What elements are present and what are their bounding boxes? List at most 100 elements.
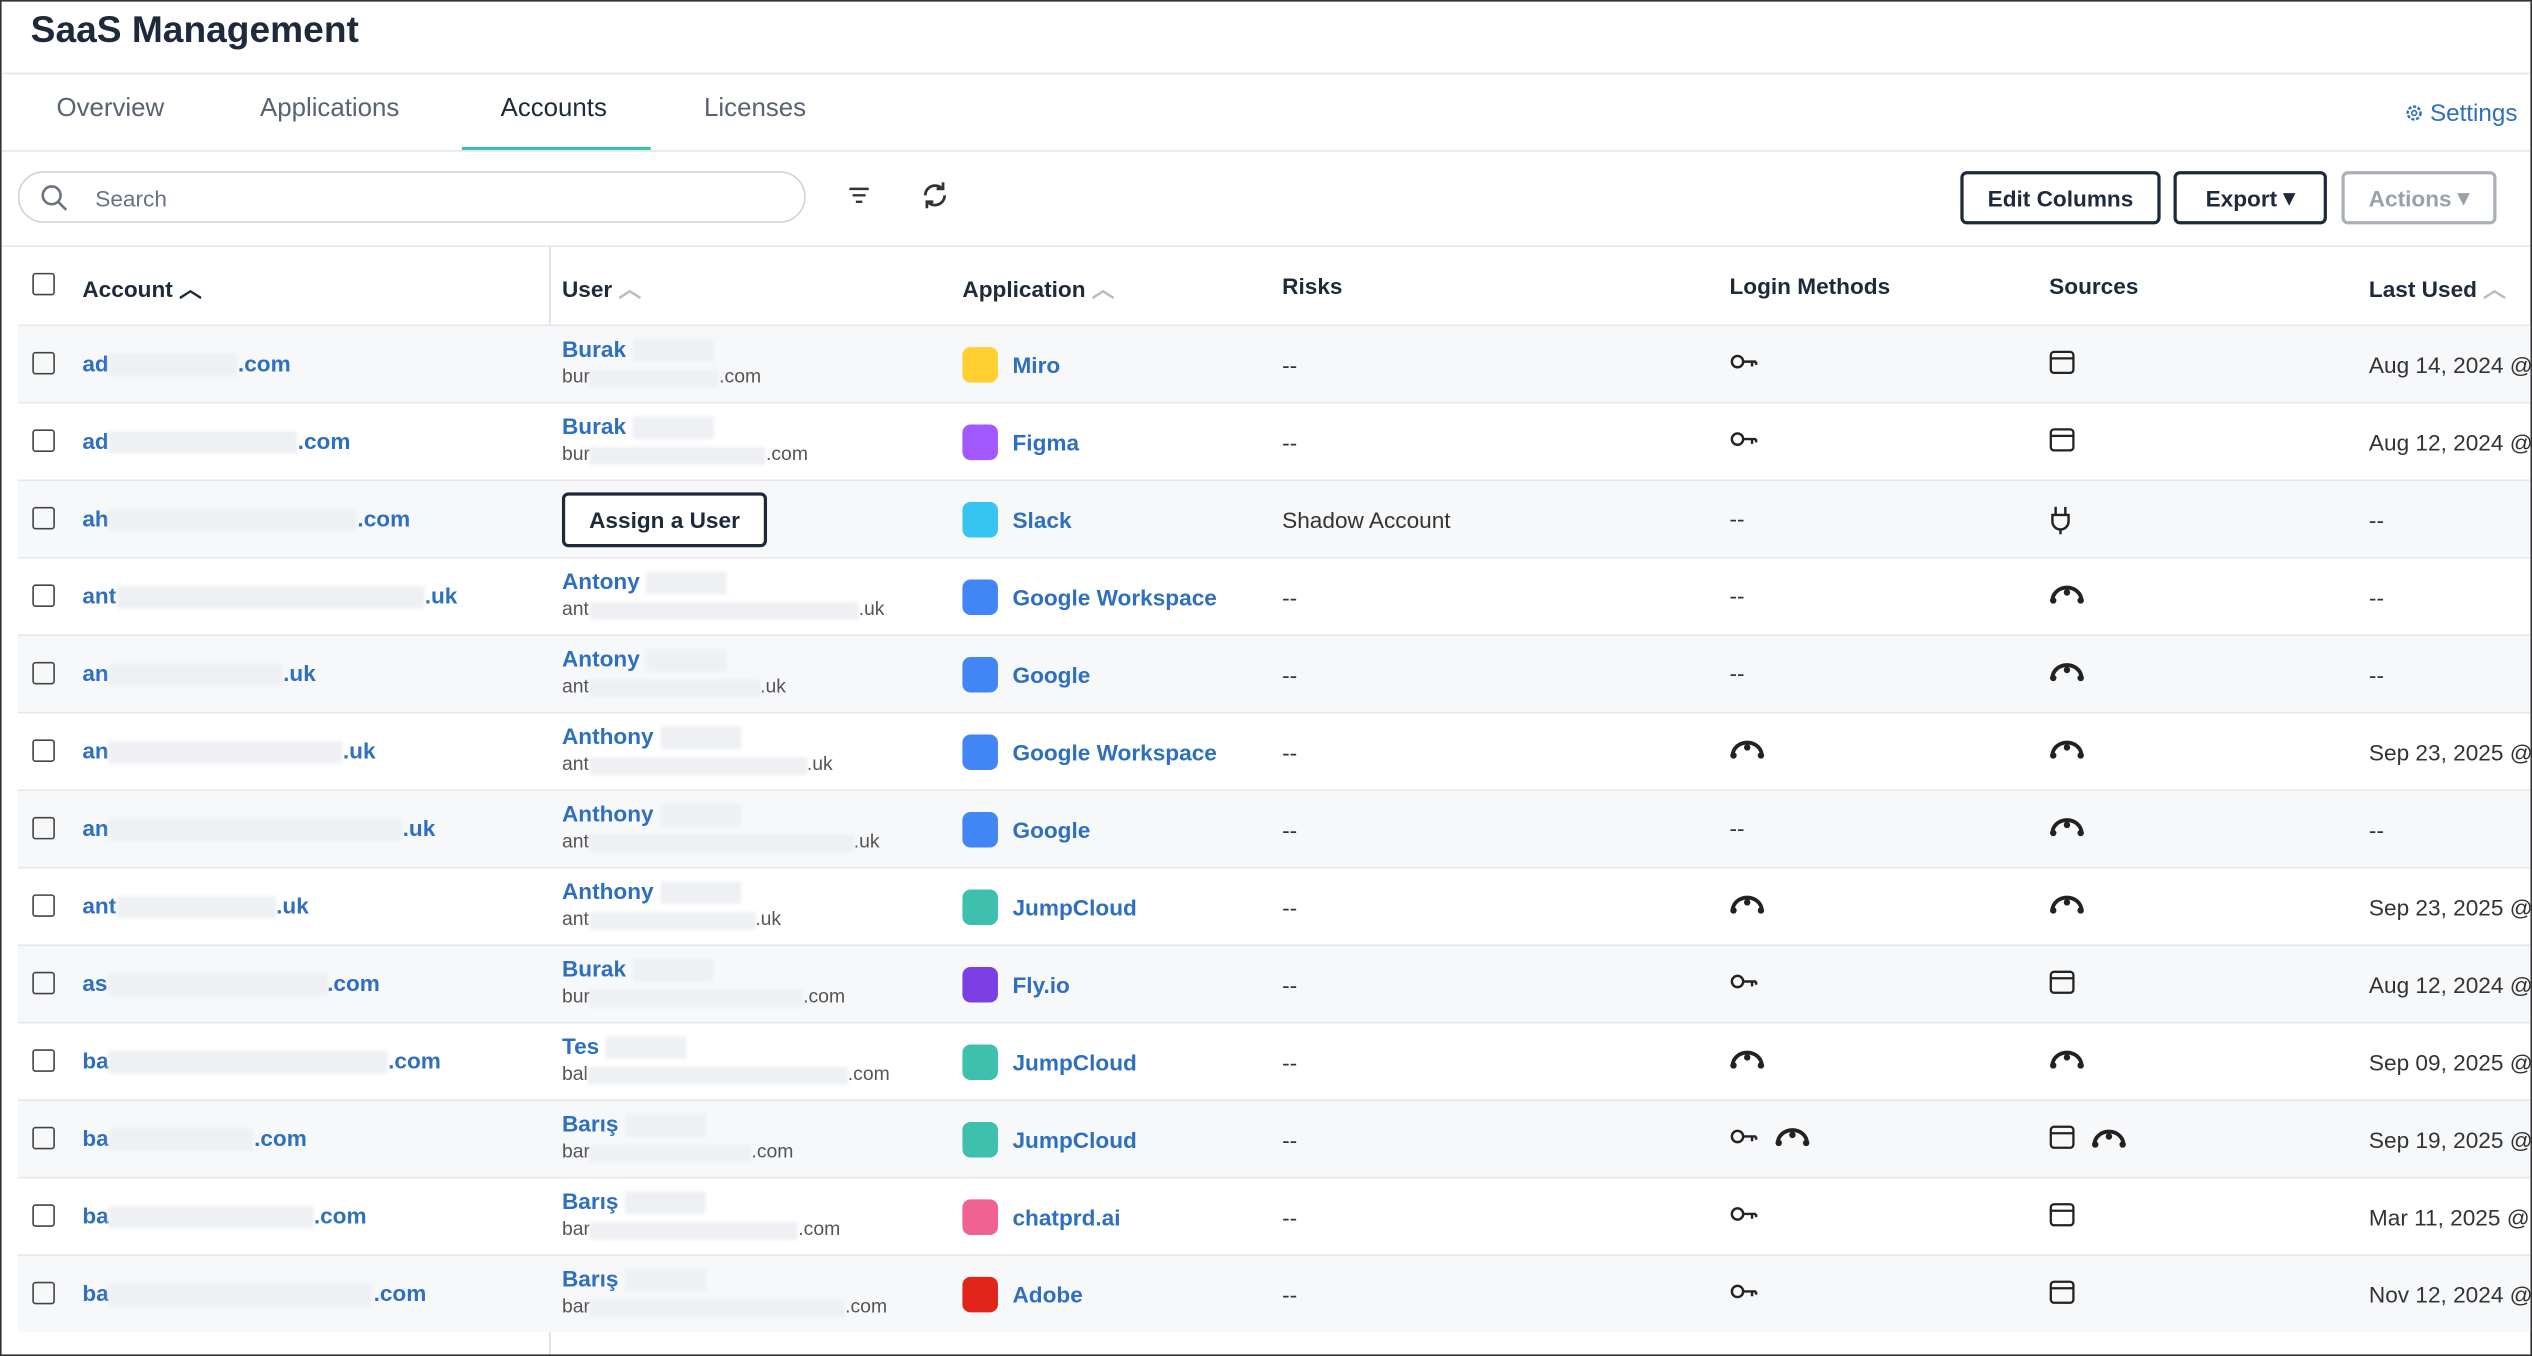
- application-link[interactable]: Fly.io: [1012, 971, 1070, 998]
- application-link[interactable]: Miro: [1012, 351, 1061, 378]
- row-checkbox[interactable]: [32, 1049, 55, 1072]
- account-link[interactable]: ad .com: [82, 350, 291, 377]
- user-email: bur .com: [562, 443, 808, 466]
- app-icon: [962, 347, 998, 383]
- application-link[interactable]: Google: [1012, 816, 1091, 843]
- user-name-text: Antony: [561, 568, 640, 595]
- column-header[interactable]: Application ︿: [962, 276, 1115, 302]
- icon-group: [1729, 970, 1758, 999]
- actions-button[interactable]: Actions ▾: [2341, 171, 2497, 225]
- user-name[interactable]: Burak: [562, 413, 808, 440]
- user-name[interactable]: Anthony: [562, 801, 880, 828]
- column-header[interactable]: User ︿: [561, 276, 642, 302]
- risks: --: [1282, 816, 1298, 843]
- application-link[interactable]: Figma: [1012, 429, 1080, 456]
- row-checkbox[interactable]: [32, 1281, 55, 1305]
- row-checkbox[interactable]: [32, 1204, 55, 1227]
- application-link[interactable]: Google: [1012, 661, 1091, 688]
- account-link[interactable]: ant .uk: [82, 893, 309, 920]
- table-row: ad .com Burak bur .com Figma -- Aug 12, 2024 @: [17, 401, 2532, 480]
- account-link[interactable]: as .com: [82, 970, 380, 997]
- row-checkbox[interactable]: [32, 429, 55, 453]
- row-checkbox[interactable]: [32, 661, 55, 685]
- user-email: ant .uk: [562, 908, 781, 931]
- user-name[interactable]: Burak: [562, 336, 761, 363]
- user-name-text: Tes: [561, 1033, 600, 1059]
- account-suffix: .com: [237, 350, 291, 377]
- application-link[interactable]: Slack: [1012, 506, 1072, 533]
- email-prefix: ant: [561, 752, 589, 776]
- email-prefix: bar: [561, 1295, 590, 1318]
- user-name[interactable]: Burak: [562, 956, 845, 982]
- risks: --: [1282, 1281, 1298, 1308]
- account-prefix: ant: [82, 582, 117, 609]
- table-row: ba .com Tes bal .com JumpCloud -- Sep 09, 2025 …: [17, 1021, 2531, 1100]
- row-checkbox[interactable]: [32, 894, 55, 917]
- application-link[interactable]: JumpCloud: [1012, 1049, 1137, 1076]
- tab-active[interactable]: Accounts: [500, 95, 607, 123]
- row-checkbox[interactable]: [32, 506, 55, 530]
- application-link[interactable]: Adobe: [1012, 1281, 1083, 1308]
- application-link[interactable]: JumpCloud: [1012, 1126, 1137, 1153]
- table-row: an .uk Anthony ant .uk Google -- -- --: [17, 789, 2531, 867]
- account-link[interactable]: ad .com: [82, 428, 350, 455]
- assign-user-button[interactable]: Assign a User: [561, 492, 768, 548]
- row-checkbox[interactable]: [32, 971, 55, 995]
- user-email: ant .uk: [562, 598, 884, 621]
- account-prefix: ba: [82, 1202, 109, 1229]
- account-link[interactable]: ah .com: [82, 505, 410, 532]
- user-name[interactable]: Barış: [562, 1188, 840, 1215]
- row-checkbox[interactable]: [32, 816, 55, 840]
- application-link[interactable]: Google Workspace: [1012, 584, 1217, 611]
- last-used: Sep 23, 2025 @: [2368, 739, 2532, 766]
- row-checkbox[interactable]: [32, 584, 55, 607]
- user-name[interactable]: Antony: [561, 568, 884, 595]
- account-link[interactable]: an .uk: [82, 815, 435, 842]
- user-email: bal .com: [562, 1063, 890, 1086]
- account-link[interactable]: ba .com: [82, 1280, 426, 1307]
- method-icon: [1729, 1125, 1758, 1154]
- last-used: Aug 14, 2024 @: [2368, 351, 2532, 378]
- divider: [1, 245, 2531, 247]
- user-name[interactable]: Barış: [562, 1266, 887, 1292]
- user-name[interactable]: Barış: [562, 1111, 793, 1137]
- account-link[interactable]: an .uk: [82, 660, 316, 687]
- row-checkbox[interactable]: [32, 351, 55, 375]
- filter-icon[interactable]: [848, 186, 871, 205]
- method-icon: [1729, 428, 1758, 457]
- search-box[interactable]: Search: [17, 171, 806, 223]
- export-button[interactable]: Export ▾: [2173, 171, 2327, 225]
- user-name[interactable]: Anthony: [562, 723, 833, 750]
- user-name[interactable]: Anthony: [562, 878, 781, 905]
- method-icon: [2049, 1280, 2075, 1312]
- email-suffix: .uk: [858, 597, 885, 621]
- icon-group: [2049, 350, 2075, 382]
- user-name-text: Barış: [561, 1265, 619, 1292]
- column-header[interactable]: Last Used ︿: [2368, 276, 2506, 302]
- account-link[interactable]: ba .com: [82, 1125, 307, 1152]
- account-link[interactable]: ant .uk: [82, 582, 457, 610]
- last-used: Aug 12, 2024 @: [2368, 429, 2532, 456]
- account-link[interactable]: ba .com: [82, 1202, 367, 1229]
- edit-columns-button[interactable]: Edit Columns: [1960, 171, 2161, 225]
- account-link[interactable]: ba .com: [82, 1048, 441, 1074]
- icon-group: [2049, 893, 2085, 922]
- tab[interactable]: Applications: [259, 95, 400, 123]
- row-checkbox[interactable]: [32, 1126, 55, 1150]
- user-email: bar .com: [562, 1218, 840, 1241]
- user-email: ant .uk: [562, 675, 786, 698]
- account-link[interactable]: an .uk: [82, 738, 376, 765]
- application-link[interactable]: Google Workspace: [1012, 739, 1217, 766]
- tab[interactable]: Licenses: [704, 95, 807, 123]
- user-name[interactable]: Tes: [561, 1033, 890, 1060]
- settings-link[interactable]: Settings: [2404, 100, 2517, 128]
- column-header[interactable]: Account ︿: [82, 276, 202, 302]
- app-icon: [962, 966, 998, 1003]
- user-name[interactable]: Antony: [562, 646, 786, 673]
- row-checkbox[interactable]: [32, 739, 55, 762]
- refresh-icon[interactable]: [920, 181, 949, 210]
- application-link[interactable]: JumpCloud: [1012, 894, 1137, 921]
- application-link[interactable]: chatprd.ai: [1012, 1204, 1121, 1231]
- tab[interactable]: Overview: [56, 95, 165, 123]
- select-all-checkbox[interactable]: [32, 272, 55, 296]
